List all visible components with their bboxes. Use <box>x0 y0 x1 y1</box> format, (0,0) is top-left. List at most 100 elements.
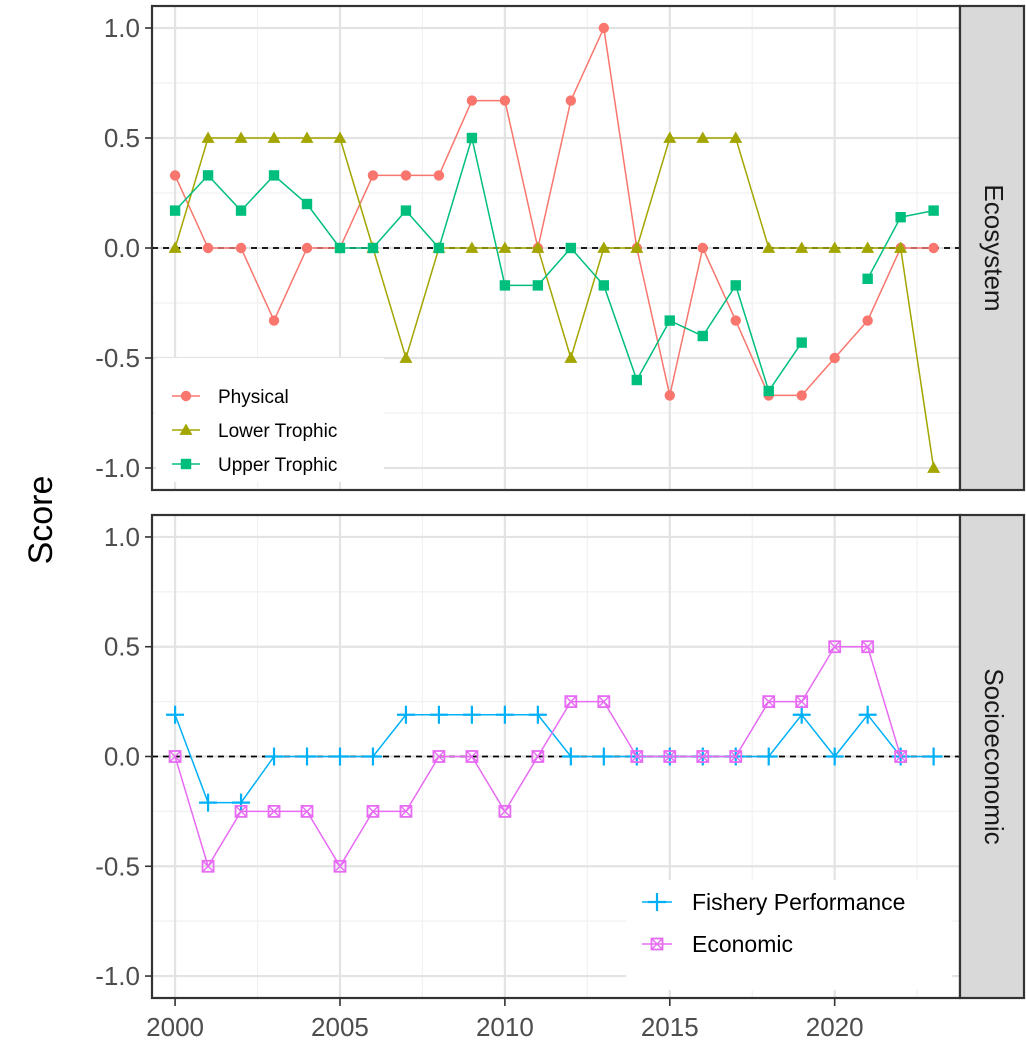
facet-strip <box>958 513 1026 1000</box>
data-point <box>792 705 811 724</box>
data-point <box>663 750 677 763</box>
data-point <box>367 170 379 181</box>
data-point <box>267 131 281 143</box>
x-tick-label: 2005 <box>311 1012 369 1042</box>
data-point <box>531 241 545 253</box>
data-point <box>495 705 514 724</box>
series-line <box>174 137 935 469</box>
series-line <box>174 135 803 393</box>
data-point <box>499 95 511 106</box>
x-tick-label: 2000 <box>146 1012 204 1042</box>
data-point <box>564 351 578 363</box>
data-point <box>730 315 741 326</box>
data-point <box>858 705 877 724</box>
data-point <box>301 198 313 210</box>
panel-ecosystem: -1.0 -0.5 0.0 0.5 1.0 Ecosystem Physical Lower … <box>95 4 1026 492</box>
legend-key-marker <box>179 423 193 435</box>
data-point <box>528 705 547 724</box>
data-point <box>828 241 842 253</box>
data-point <box>265 747 284 766</box>
data-point <box>202 170 214 181</box>
data-point <box>465 241 479 253</box>
data-point <box>366 804 380 818</box>
data-point <box>829 352 840 364</box>
data-point <box>762 241 776 253</box>
data-point <box>928 242 939 254</box>
series-line <box>174 25 934 397</box>
data-point <box>166 705 185 724</box>
data-point <box>298 747 317 766</box>
data-point <box>862 273 873 284</box>
legend: Fishery Performance Economic <box>626 880 952 990</box>
data-point <box>499 280 511 291</box>
data-point <box>399 351 413 363</box>
data-point <box>498 241 512 253</box>
data-point <box>730 280 741 291</box>
x-tick-label: 2020 <box>806 1012 864 1042</box>
data-point <box>862 315 873 326</box>
data-point <box>796 390 807 401</box>
data-point <box>433 242 445 254</box>
data-point <box>466 132 478 144</box>
data-point <box>400 170 412 181</box>
legend-label: Lower Trophic <box>218 421 337 442</box>
data-point <box>396 705 415 724</box>
legend-key-marker <box>650 937 664 951</box>
data-point <box>267 804 281 818</box>
legend: Physical Lower Trophic Upper Trophic <box>156 358 384 482</box>
data-point <box>762 695 776 709</box>
y-tick-label: 0.0 <box>104 742 140 772</box>
y-tick-label: 0.5 <box>104 123 140 153</box>
data-point <box>894 241 908 253</box>
facet-strip <box>958 4 1026 492</box>
legend-entry: Physical <box>172 387 289 408</box>
legend-label: Fishery Performance <box>692 889 905 915</box>
data-point <box>594 747 613 766</box>
data-point <box>861 241 875 253</box>
data-point <box>696 131 710 143</box>
legend-entry: Fishery Performance <box>642 889 905 915</box>
data-point <box>532 280 544 291</box>
data-point <box>333 131 347 143</box>
data-point <box>729 131 743 143</box>
data-point <box>400 205 412 216</box>
data-point <box>631 374 642 386</box>
data-point <box>466 95 478 106</box>
legend-entry: Upper Trophic <box>172 455 337 476</box>
data-point <box>729 750 743 763</box>
facet-label: Ecosystem <box>979 184 1009 311</box>
data-point <box>894 750 908 763</box>
data-point <box>330 747 349 766</box>
y-tick-label: 0.0 <box>104 233 140 263</box>
y-tick-label: -0.5 <box>95 851 140 881</box>
data-point <box>234 804 248 818</box>
legend-label: Economic <box>692 931 793 957</box>
data-point <box>598 280 610 291</box>
legend-entry: Lower Trophic <box>172 421 337 442</box>
data-point <box>796 337 807 348</box>
y-tick-label: 1.0 <box>104 13 140 43</box>
data-point <box>630 750 644 763</box>
data-point <box>598 22 610 34</box>
data-point <box>928 205 939 216</box>
data-point <box>663 131 677 143</box>
data-point <box>168 241 182 253</box>
x-tick-label: 2015 <box>641 1012 699 1042</box>
data-point <box>531 750 545 763</box>
data-point <box>367 242 379 254</box>
data-point <box>630 241 644 253</box>
data-point <box>924 747 943 766</box>
data-point <box>169 205 181 216</box>
data-point <box>168 750 182 763</box>
data-point <box>861 640 875 654</box>
panels: -1.0 -0.5 0.0 0.5 1.0 Ecosystem Physical Lower … <box>95 4 1026 1000</box>
data-point <box>759 747 778 766</box>
series-economic <box>168 640 908 873</box>
data-point <box>433 170 445 181</box>
y-tick-label: -1.0 <box>95 961 140 991</box>
data-point <box>696 750 710 763</box>
x-tick-label: 2010 <box>476 1012 534 1042</box>
legend-background <box>156 358 384 482</box>
data-point <box>927 461 941 473</box>
